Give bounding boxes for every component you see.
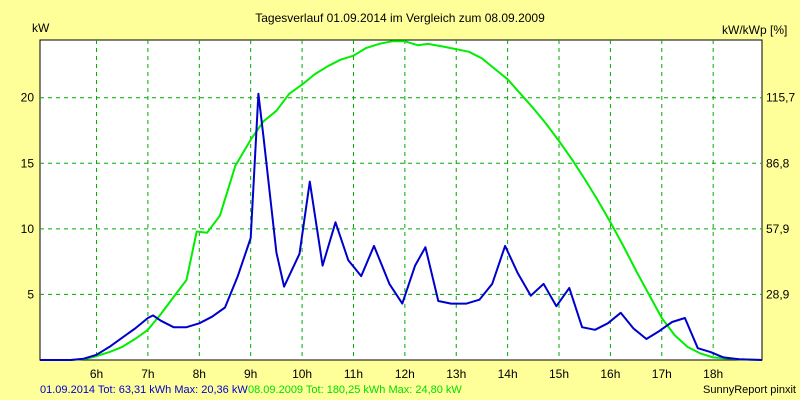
x-tick-label: 14h [498, 367, 518, 381]
plot-area [39, 39, 763, 361]
x-tick-label: 8h [193, 367, 206, 381]
x-tick-label: 12h [395, 367, 415, 381]
left-y-axis-ticks: 5 10 15 20 [21, 91, 35, 302]
gridlines [40, 40, 762, 360]
left-y-tick-label: 20 [21, 91, 35, 105]
left-y-tick-label: 10 [21, 222, 35, 236]
right-y-tick-label: 86,8 [766, 156, 790, 170]
x-tick-label: 9h [244, 367, 257, 381]
legend-series-1: 01.09.2014 Tot: 63,31 kWh Max: 20,36 kW [40, 384, 248, 396]
chart-title: Tagesverlauf 01.09.2014 im Vergleich zum… [255, 11, 545, 25]
left-axis-label: kW [32, 21, 50, 35]
credit-label: SunnyReport pinxit [703, 384, 796, 396]
series-line-2009 [40, 40, 763, 361]
right-y-tick-label: 57,9 [766, 222, 790, 236]
x-tick-label: 11h [344, 367, 363, 381]
right-axis-label: kW/kWp [%] [722, 23, 787, 37]
x-tick-label: 7h [141, 367, 154, 381]
series-group [40, 40, 763, 361]
x-tick-label: 15h [549, 367, 569, 381]
right-y-axis-ticks: 28,9 57,9 86,8 115,7 [766, 91, 795, 302]
legend-series-2: 08.09.2009 Tot: 180,25 kWh Max: 24,80 kW [248, 384, 462, 396]
x-tick-label: 16h [600, 367, 620, 381]
right-y-tick-label: 115,7 [766, 91, 795, 105]
x-tick-label: 18h [703, 367, 723, 381]
x-tick-label: 13h [446, 367, 466, 381]
x-tick-label: 17h [652, 367, 672, 381]
x-axis-ticks: 6h 7h 8h 9h 10h 11h 12h 13h 14h 15h 16h 17h 18h [90, 367, 723, 381]
right-y-tick-label: 28,9 [766, 287, 790, 301]
series-line-2014 [40, 92, 763, 361]
x-tick-label: 6h [90, 367, 103, 381]
left-y-tick-label: 15 [21, 156, 35, 170]
left-y-tick-label: 5 [27, 287, 34, 301]
x-tick-label: 10h [292, 367, 312, 381]
